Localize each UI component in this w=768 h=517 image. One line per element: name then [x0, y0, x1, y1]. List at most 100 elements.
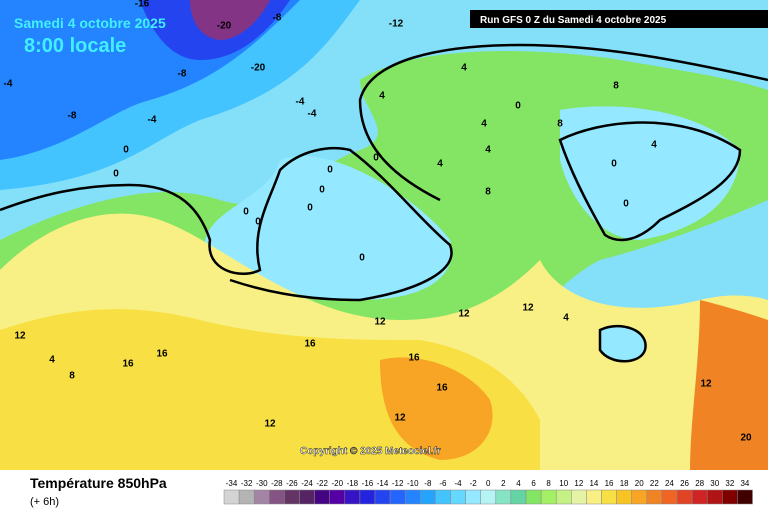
scale-swatch [601, 489, 617, 505]
cold-area [190, 0, 270, 40]
contour-label: 4 [651, 140, 657, 151]
contour-label: 8 [557, 119, 563, 130]
contour-label: 0 [243, 207, 249, 218]
scale-label: 6 [531, 479, 536, 488]
footer-title: Température 850hPa [30, 475, 167, 491]
contour-label: 0 [327, 165, 333, 176]
scale-label: 0 [486, 479, 491, 488]
contour-label: -12 [389, 19, 404, 30]
scale-swatch [344, 489, 361, 505]
scale-swatch [722, 489, 738, 505]
contour-label: 0 [611, 159, 617, 170]
scale-swatch [586, 489, 602, 505]
contour-label: 0 [113, 169, 119, 180]
scale-label: 30 [710, 479, 719, 488]
footer-step: (+ 6h) [30, 496, 59, 508]
contour-label: 4 [485, 145, 491, 156]
cold-area [560, 106, 740, 240]
contour-label: 12 [14, 331, 26, 342]
scale-swatch [480, 489, 497, 505]
scale-swatch [737, 489, 753, 505]
scale-label: -2 [470, 479, 478, 488]
contour-label: -8 [178, 69, 187, 80]
scale-swatch [450, 489, 466, 505]
warm-area [380, 357, 493, 460]
contour-label: 0 [255, 217, 261, 228]
scale-swatch [269, 489, 285, 505]
scale-swatch [359, 489, 376, 505]
contour-label: 0 [359, 253, 365, 264]
zero-contour [598, 324, 647, 363]
contour-label: 12 [522, 303, 534, 314]
contour-label: 0 [623, 199, 629, 210]
scale-swatch [495, 489, 512, 505]
scale-swatch [676, 489, 693, 505]
scale-swatch [525, 489, 542, 505]
scale-label: 4 [516, 479, 521, 488]
cold-area [204, 156, 452, 300]
contour-label: -20 [217, 21, 232, 32]
contour-label: 8 [613, 81, 619, 92]
scale-label: -22 [316, 479, 328, 488]
scale-label: -18 [347, 479, 359, 488]
contour-label: -4 [308, 109, 317, 120]
contour-label: 16 [156, 349, 168, 360]
scale-label: -16 [362, 479, 374, 488]
scale-swatch [404, 489, 421, 505]
contour-label: 16 [304, 339, 316, 350]
contour-label: -4 [148, 115, 157, 126]
scale-swatch [374, 489, 391, 505]
contour-label: 12 [264, 419, 276, 430]
contour-label: -8 [68, 111, 77, 122]
scale-swatch [420, 489, 436, 505]
map [0, 0, 768, 470]
scale-label: -34 [226, 479, 238, 488]
scale-swatch [631, 489, 648, 505]
scale-swatch [435, 489, 451, 505]
contour-label: 0 [373, 153, 379, 164]
scale-label: -20 [331, 479, 343, 488]
scale-swatch [253, 489, 270, 505]
scale-label: -32 [241, 479, 253, 488]
contour-label: 12 [374, 317, 386, 328]
scale-label: 20 [635, 479, 644, 488]
warm-area [690, 300, 768, 470]
zero-contour [0, 146, 453, 302]
contour-label: 4 [461, 63, 467, 74]
scale-swatch [465, 489, 481, 505]
run: Run GFS 0 Z du Samedi 4 octobre 2025 [480, 15, 667, 26]
contour-label: 8 [485, 187, 491, 198]
color-scale: -34 -32 -30 -28 -26 -24 -22 -20 -18 -16 -14 -12 -10-… [223, 479, 753, 505]
scale-label: 34 [740, 479, 749, 488]
scale-swatch [571, 489, 587, 505]
scale-swatch [616, 489, 632, 505]
contour-label: -4 [296, 97, 305, 108]
scale-label: 32 [725, 479, 734, 488]
scale-label: -24 [301, 479, 313, 488]
scale-label: 26 [680, 479, 689, 488]
scale-label: -6 [439, 479, 447, 488]
scale-swatch [540, 489, 557, 505]
date: Samedi 4 octobre 2025 [14, 15, 166, 31]
contour-label: 16 [436, 383, 448, 394]
scale-swatch [299, 489, 315, 505]
scale-label: -14 [377, 479, 389, 488]
scale-label: 8 [546, 479, 551, 488]
scale-label: -30 [256, 479, 268, 488]
scale-swatch [314, 489, 330, 505]
contour-labels: -16-20-8-4-20-12-8-4-8-4-400440448800000… [4, 0, 752, 444]
scale-swatch [223, 489, 240, 505]
scale-label: 22 [650, 479, 659, 488]
scale-swatch [329, 489, 346, 505]
contour-label: -20 [251, 63, 266, 74]
scale-swatch [510, 489, 527, 505]
contour-label: 4 [481, 119, 487, 130]
scale-label: -4 [454, 479, 462, 488]
scale-swatch [661, 489, 678, 505]
scale-label: 2 [501, 479, 506, 488]
contour-label: 0 [123, 145, 129, 156]
contour-label: 0 [307, 203, 313, 214]
zero-contour [358, 43, 768, 202]
scale-label: 18 [620, 479, 629, 488]
